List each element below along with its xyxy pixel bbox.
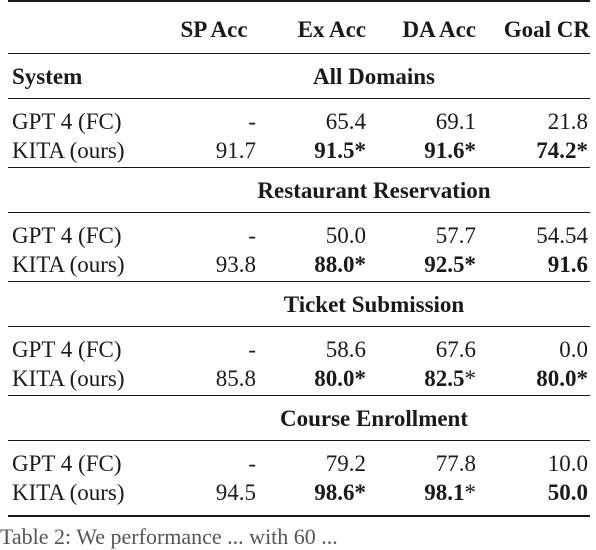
sp-acc-value: 91.7 (215, 137, 256, 163)
ex-acc-value: 50.0 (325, 223, 366, 248)
system-name: GPT 4 (FC) (12, 337, 122, 362)
da-acc-cell: 98.1* (366, 475, 476, 516)
section-header-all-domains: System All Domains (8, 53, 590, 99)
goal-cr-value: 74.2* (536, 137, 588, 163)
results-table: SP Acc Ex Acc DA Acc Goal CR System All … (8, 0, 590, 517)
system-name: KITA (ours) (12, 137, 125, 163)
column-header-ex-acc: Ex Acc (297, 17, 366, 42)
section-title: Course Enrollment (279, 405, 469, 431)
section-header-restaurant-reservation: Restaurant Reservation (8, 167, 590, 213)
section-spacer (8, 168, 158, 213)
da-acc-value: 57.7 (435, 223, 476, 248)
section-title: All Domains (312, 63, 436, 89)
ex-acc-value: 88.0* (314, 251, 366, 277)
system-name: GPT 4 (FC) (12, 109, 122, 134)
ex-acc-value: 91.5* (314, 137, 366, 163)
column-header-sp-acc: SP Acc (180, 17, 248, 42)
sp-acc-value: - (248, 223, 256, 248)
system-header: System (12, 63, 83, 89)
table-row: KITA (ours) 85.8 80.0* 82.5* 80.0* (8, 361, 590, 396)
da-acc-value: 77.8 (435, 451, 476, 476)
da-acc-value: 82.5 (424, 365, 465, 391)
results-table-container: SP Acc Ex Acc DA Acc Goal CR System All … (8, 0, 590, 517)
ex-acc-value: 79.2 (325, 451, 366, 476)
column-header-row: SP Acc Ex Acc DA Acc Goal CR (8, 1, 590, 54)
ex-acc-value: 98.6* (314, 479, 366, 505)
sp-acc-value: 94.5 (215, 479, 256, 505)
da-acc-value: 98.1 (424, 479, 465, 505)
table-row: KITA (ours) 93.8 88.0* 92.5* 91.6 (8, 247, 590, 282)
section-spacer (8, 282, 158, 327)
sp-acc-value: 85.8 (215, 365, 256, 391)
table-row: GPT 4 (FC) - 65.4 69.1 21.8 (8, 98, 590, 134)
goal-cr-value: 91.6 (547, 251, 588, 277)
table-caption: Table 2: We performance ... with 60 ... (0, 524, 338, 549)
da-acc-value: 67.6 (435, 337, 476, 362)
section-title: Ticket Submission (283, 291, 465, 317)
goal-cr-value: 10.0 (547, 451, 588, 476)
sp-acc-value: - (248, 109, 256, 134)
table-row: GPT 4 (FC) - 79.2 77.8 10.0 (8, 440, 590, 476)
section-header-course-enrollment: Course Enrollment (8, 395, 590, 441)
table-row: KITA (ours) 94.5 98.6* 98.1* 50.0 (8, 475, 590, 516)
system-name: GPT 4 (FC) (12, 223, 122, 248)
ex-acc-value: 80.0* (314, 365, 366, 391)
sp-acc-value: - (248, 451, 256, 476)
da-acc-value: 91.6* (424, 137, 476, 163)
section-title: Restaurant Reservation (257, 177, 491, 203)
goal-cr-value: 54.54 (536, 223, 588, 248)
table-row: GPT 4 (FC) - 58.6 67.6 0.0 (8, 326, 590, 362)
table-row: KITA (ours) 91.7 91.5* 91.6* 74.2* (8, 133, 590, 168)
goal-cr-value: 21.8 (547, 109, 588, 134)
goal-cr-value: 0.0 (559, 337, 588, 362)
column-header-empty (8, 1, 158, 54)
section-header-ticket-submission: Ticket Submission (8, 281, 590, 327)
ex-acc-value: 65.4 (325, 109, 366, 134)
system-name: KITA (ours) (12, 365, 125, 391)
sp-acc-value: - (248, 337, 256, 362)
sp-acc-value: 93.8 (215, 251, 256, 277)
goal-cr-value: 50.0 (547, 479, 588, 505)
goal-cr-value: 80.0* (536, 365, 588, 391)
table-row: GPT 4 (FC) - 50.0 57.7 54.54 (8, 212, 590, 248)
system-name: GPT 4 (FC) (12, 451, 122, 476)
system-name: KITA (ours) (12, 251, 125, 277)
da-acc-cell: 82.5* (366, 361, 476, 396)
column-header-da-acc: DA Acc (402, 17, 476, 42)
column-header-goal-cr: Goal CR (503, 17, 590, 42)
system-name: KITA (ours) (12, 479, 125, 505)
section-spacer (8, 396, 158, 441)
da-acc-value: 69.1 (435, 109, 476, 134)
da-acc-value: 92.5* (424, 251, 476, 277)
significance-star: * (464, 365, 477, 391)
significance-star: * (464, 479, 477, 505)
ex-acc-value: 58.6 (325, 337, 366, 362)
